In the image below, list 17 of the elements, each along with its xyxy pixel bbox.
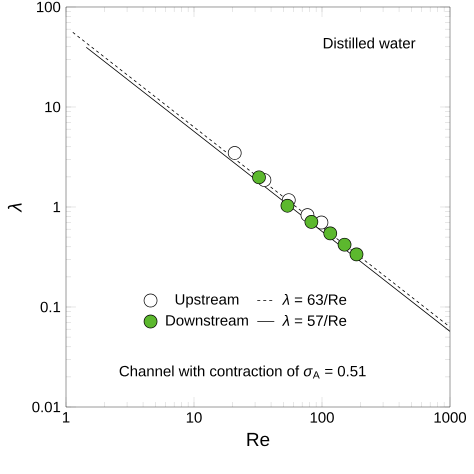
y-axis-title: λ [8,203,22,213]
legend-label: λ = 63/Re [282,294,346,305]
annotation: Channel with contraction of σ$_{A}$ = 0.51 [120,365,366,379]
y-tick-label: 100 [37,2,60,12]
x-tick-label: 100 [310,412,334,423]
y-tick-label: 1 [54,202,60,212]
y-tick-label: 0.1 [40,302,60,312]
x-tick-label: 1000 [434,412,466,423]
x-axis-title: Re [247,432,270,446]
y-tick-label: 0.01 [32,402,60,412]
y-tick-label: 10 [45,102,60,112]
legend-label: λ = 57/Re [282,314,346,326]
annotation: Distilled water [324,38,416,48]
legend-label: Downstream [166,315,248,326]
x-tick-label: 1 [62,412,70,422]
legend-label: Upstream [176,294,238,308]
x-tick-label: 10 [186,412,202,423]
